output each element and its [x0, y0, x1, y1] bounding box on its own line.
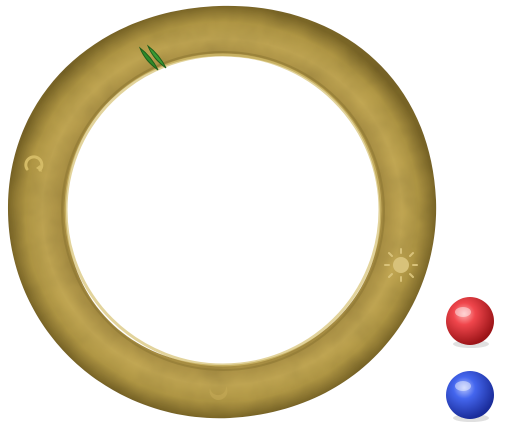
- moon-icon[interactable]: [209, 386, 228, 400]
- ring-body: [7, 5, 437, 419]
- blue-orb-button[interactable]: [443, 368, 499, 424]
- red-orb-icon: [446, 297, 494, 348]
- ring-inner-edge: [64, 53, 382, 367]
- leaf-icon[interactable]: [138, 44, 167, 71]
- red-orb-button[interactable]: [443, 294, 499, 350]
- ring-inner-shadow: [61, 51, 385, 371]
- rotate-icon[interactable]: [24, 155, 44, 172]
- sun-icon[interactable]: [384, 248, 418, 282]
- blue-orb-icon: [446, 371, 494, 422]
